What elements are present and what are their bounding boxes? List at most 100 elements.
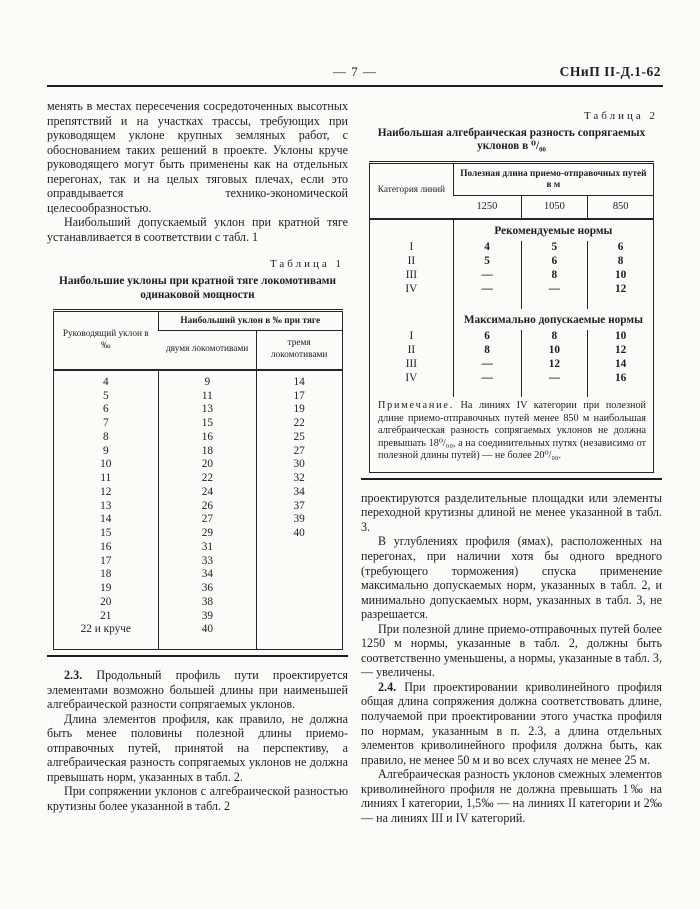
table-cell: 27	[255, 444, 342, 459]
table-cell: 5	[520, 241, 588, 255]
table-2-section-recommended: Рекомендуемые нормы I 4 5 6 II 5 6 8 III —8 10 IV — —…	[370, 219, 654, 310]
table-row: 5 11 17	[53, 389, 342, 404]
table-cell: 9	[102, 444, 109, 457]
table-cell: 8	[587, 254, 654, 269]
table-row: III —8 10	[370, 268, 654, 283]
section-title-cell: Максимально допускаемые нормы	[452, 309, 654, 331]
paragraph: В углублениях профиля (ямах), расположен…	[361, 534, 662, 622]
table-cell: II	[407, 343, 416, 356]
table-cell: 11	[158, 389, 257, 404]
table-cell: 8	[520, 330, 588, 344]
table-2-subheader-1050: 1050	[520, 195, 588, 220]
table-cell: 12	[587, 282, 654, 310]
table-cell: 4	[102, 375, 109, 388]
table-cell: 14	[100, 513, 112, 526]
table-cell: 30	[255, 458, 342, 473]
table-cell: I	[409, 330, 414, 343]
table-cell: IV	[405, 371, 418, 384]
table-2-subheader-1250: 1250	[476, 201, 498, 213]
table-cell: I	[409, 241, 414, 254]
table-1: Руководящий уклон в ‰ Наибольший уклон в…	[52, 309, 343, 651]
table-cell: 16	[158, 430, 257, 445]
table-2: Категория линий Полезная длина приемо-от…	[369, 160, 654, 473]
table-cell: 14	[255, 369, 342, 390]
table-2-section1-title: Рекомендуемые нормы	[494, 225, 613, 238]
table-1-col1-header: Руководящий уклон в ‰	[62, 329, 149, 351]
table-cell: II	[407, 254, 416, 267]
table-row: 21 39	[53, 609, 342, 624]
table-2-end-rule	[361, 477, 662, 480]
table-cell: 37	[255, 499, 342, 514]
table-cell: 31	[158, 540, 257, 555]
table-cell: 8	[452, 343, 521, 358]
table-cell: 18	[158, 444, 257, 459]
table-row: 4 9 14	[53, 369, 342, 390]
section-title-row: Рекомендуемые нормы	[370, 219, 654, 242]
table-cell: III	[405, 268, 418, 281]
table-cell: 33	[158, 554, 257, 569]
table-cell: 6	[520, 254, 588, 269]
table-1-body: 4 9 14 5 11 17 6 13 19 7 15 22 8 16 25 9 18 27 10 20 30 11 22 3…	[53, 369, 342, 650]
empty-cell	[370, 309, 454, 330]
table-cell: 8	[102, 430, 109, 443]
table-row: 16 31	[53, 540, 342, 555]
table-cell: 4	[452, 241, 521, 255]
table-cell: 16	[100, 540, 112, 553]
table-cell: 19	[255, 403, 342, 418]
table-row: 18 34	[53, 568, 342, 583]
table-cell: 21	[100, 609, 112, 622]
left-column: менять в местах пересечения сосредоточен…	[47, 99, 348, 825]
table-cell: 6	[102, 403, 109, 416]
table-row: 20 38	[53, 595, 342, 610]
table-cell: III	[405, 357, 418, 370]
table-cell: 34	[255, 485, 342, 500]
page-number: — 7 —	[333, 64, 377, 79]
table-cell: 9	[158, 369, 257, 390]
table-row: 10 20 30	[53, 458, 342, 473]
clause-text: При проектировании криволинейного профил…	[361, 679, 662, 767]
table-row: III —12 14	[370, 357, 654, 372]
table-cell	[255, 554, 342, 569]
table-row: II 5 6 8	[370, 254, 654, 269]
paragraph-continued: проектируются разделительные площадки ил…	[361, 490, 662, 534]
table-cell: 17	[100, 554, 112, 567]
table-cell: 7	[102, 417, 109, 430]
table-cell: 11	[100, 472, 112, 485]
table-cell: 13	[100, 499, 112, 512]
table-row: IV — —12	[370, 282, 654, 310]
table-cell	[255, 609, 342, 624]
doc-code: СНиП II-Д.1-62	[559, 64, 661, 79]
table-cell: 12	[520, 357, 588, 372]
table-cell: 12	[100, 485, 112, 498]
table-cell: 5	[102, 389, 109, 402]
table-row: 9 18 27	[53, 444, 342, 459]
table-cell: 29	[158, 527, 257, 541]
table-cell: 19	[100, 582, 112, 595]
table-row: IV — —16	[370, 371, 654, 398]
table-row: II 8 10 12	[370, 343, 654, 358]
table-2-col1-header: Категория линий	[377, 185, 445, 196]
table-1-end-rule	[47, 655, 348, 658]
table-cell: 14	[587, 357, 654, 372]
paragraph: При сопряжении уклонов с алгебраической …	[47, 784, 348, 813]
table-cell: 20	[158, 458, 257, 473]
table-row: I 6 8 10	[370, 330, 654, 344]
table-cell: 34	[158, 568, 257, 583]
table-cell: 22 и круче	[80, 623, 131, 636]
clause-number: 2.4.	[378, 679, 397, 694]
table-cell: 6	[452, 330, 521, 344]
table-cell: 26	[158, 499, 257, 514]
table-cell: 15	[158, 417, 257, 431]
table-cell	[255, 540, 342, 555]
table-cell	[255, 623, 342, 650]
paragraph-continued: менять в местах пересечения сосредоточен…	[47, 99, 348, 215]
table-cell: 39	[158, 609, 257, 624]
table-2-label: Таблица 2	[583, 110, 658, 122]
table-cell: 18	[100, 568, 112, 581]
table-cell: 8	[520, 268, 588, 283]
table-cell: 6	[587, 241, 654, 255]
section-title-cell: Рекомендуемые нормы	[452, 219, 654, 242]
table-1-title: Наибольшие уклоны при кратной тяге локом…	[59, 275, 336, 301]
clause-text: Продольный профиль пути проектируется эл…	[47, 668, 348, 712]
